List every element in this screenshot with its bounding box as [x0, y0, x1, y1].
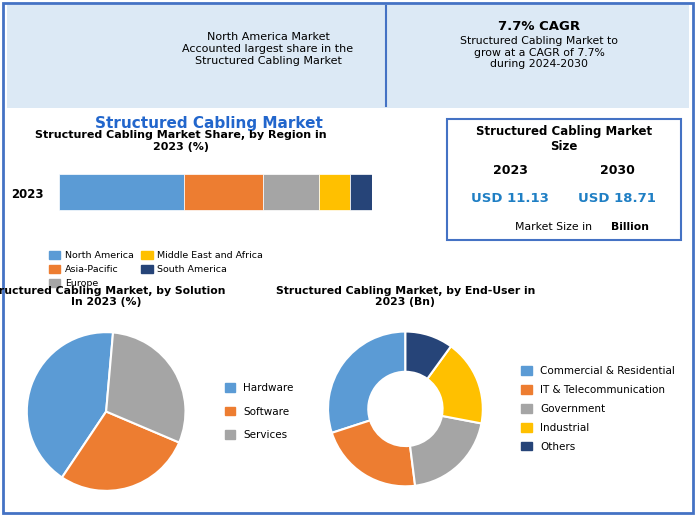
Text: ⚡: ⚡ [143, 43, 157, 62]
Text: USD 18.71: USD 18.71 [578, 192, 656, 205]
Bar [59, 174, 184, 210]
Wedge shape [328, 331, 405, 433]
Text: USD 11.13: USD 11.13 [471, 192, 549, 205]
Text: 2023: 2023 [10, 187, 43, 201]
Legend: Hardware, Software, Services: Hardware, Software, Services [221, 379, 298, 444]
Text: Structured Cabling Market: Structured Cabling Market [95, 116, 323, 131]
Title: Structured Cabling Market, by End-User in
2023 (Bn): Structured Cabling Market, by End-User i… [276, 286, 535, 307]
Wedge shape [62, 412, 179, 491]
Text: 2030: 2030 [600, 164, 635, 177]
Title: Structured Cabling Market, by Solution
In 2023 (%): Structured Cabling Market, by Solution I… [0, 286, 226, 308]
Bar [319, 174, 351, 210]
Text: Market Size in: Market Size in [515, 222, 596, 232]
Wedge shape [427, 346, 483, 424]
Bar [263, 174, 319, 210]
Wedge shape [332, 421, 415, 486]
Wedge shape [106, 332, 185, 443]
Wedge shape [410, 416, 482, 486]
Text: 🔥: 🔥 [416, 44, 427, 62]
Text: 2023: 2023 [493, 164, 528, 177]
Text: MMR: MMR [66, 55, 97, 64]
Bar [184, 174, 263, 210]
Text: Billion: Billion [611, 222, 649, 232]
Circle shape [401, 17, 441, 89]
Text: Structured Cabling Market to
grow at a CAGR of 7.7%
during 2024-2030: Structured Cabling Market to grow at a C… [460, 36, 619, 69]
Wedge shape [27, 332, 113, 477]
Text: North America Market
Accounted largest share in the
Structured Cabling Market: North America Market Accounted largest s… [182, 33, 354, 66]
Circle shape [129, 17, 170, 89]
Text: 7.7% CAGR: 7.7% CAGR [498, 20, 580, 33]
FancyBboxPatch shape [447, 119, 681, 240]
Wedge shape [406, 331, 451, 379]
Circle shape [13, 15, 63, 87]
Bar [351, 174, 372, 210]
Text: Structured Cabling Market
Size: Structured Cabling Market Size [475, 125, 652, 153]
Text: Structured Cabling Market Share, by Region in
2023 (%): Structured Cabling Market Share, by Regi… [35, 130, 327, 152]
Legend: North America, Asia-Pacific, Europe, Middle East and Africa, South America: North America, Asia-Pacific, Europe, Mid… [45, 247, 267, 292]
Legend: Commercial & Residential, IT & Telecommunication, Government, Industrial, Others: Commercial & Residential, IT & Telecommu… [517, 362, 679, 456]
